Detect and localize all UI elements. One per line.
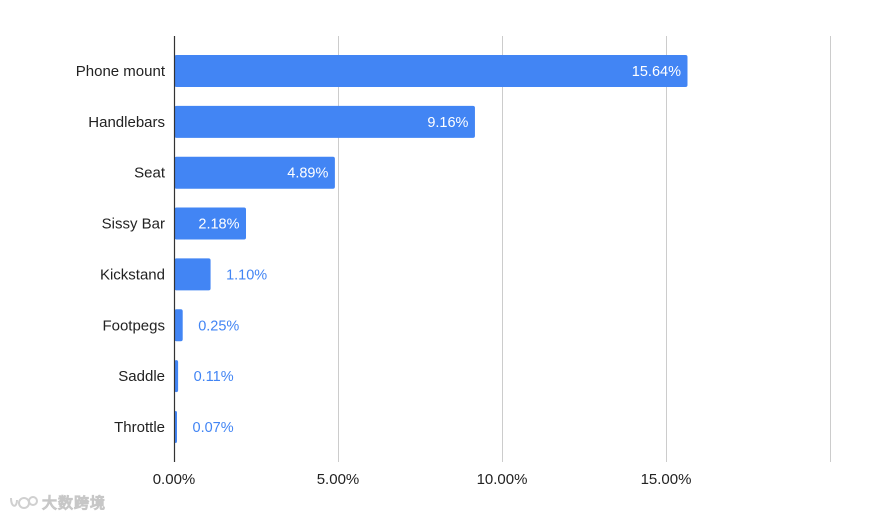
data-label: 4.89% — [287, 166, 328, 182]
x-tick-label: 0.00% — [153, 471, 196, 488]
bar — [174, 207, 247, 240]
bar — [174, 309, 183, 342]
x-tick-label: 15.00% — [641, 471, 692, 488]
bar — [174, 360, 179, 393]
category-label: Throttle — [114, 419, 165, 436]
category-label: Kickstand — [100, 266, 165, 283]
category-label: Saddle — [118, 368, 165, 385]
data-label: 9.16% — [427, 115, 468, 131]
data-label: 15.64% — [632, 64, 681, 80]
bar — [174, 156, 335, 189]
bar — [174, 105, 475, 138]
watermark-text: 大数跨境 — [42, 494, 107, 513]
category-label: Seat — [134, 165, 166, 182]
data-label: 2.18% — [198, 217, 239, 233]
data-label: 0.07% — [193, 420, 234, 436]
bar — [174, 55, 688, 87]
bar — [174, 410, 177, 443]
data-label: 0.11% — [194, 369, 234, 385]
data-label: 1.10% — [226, 267, 267, 283]
category-label: Phone mount — [76, 63, 166, 80]
category-label: Sissy Bar — [102, 216, 165, 233]
category-label: Handlebars — [88, 114, 165, 131]
x-tick-label: 5.00% — [317, 471, 360, 488]
watermark: 大数跨境 — [8, 492, 106, 513]
data-label: 0.25% — [198, 318, 239, 334]
bar — [174, 258, 211, 291]
x-tick-label: 10.00% — [477, 471, 528, 488]
category-label: Footpegs — [102, 317, 165, 334]
brand-logo-icon — [10, 495, 38, 509]
